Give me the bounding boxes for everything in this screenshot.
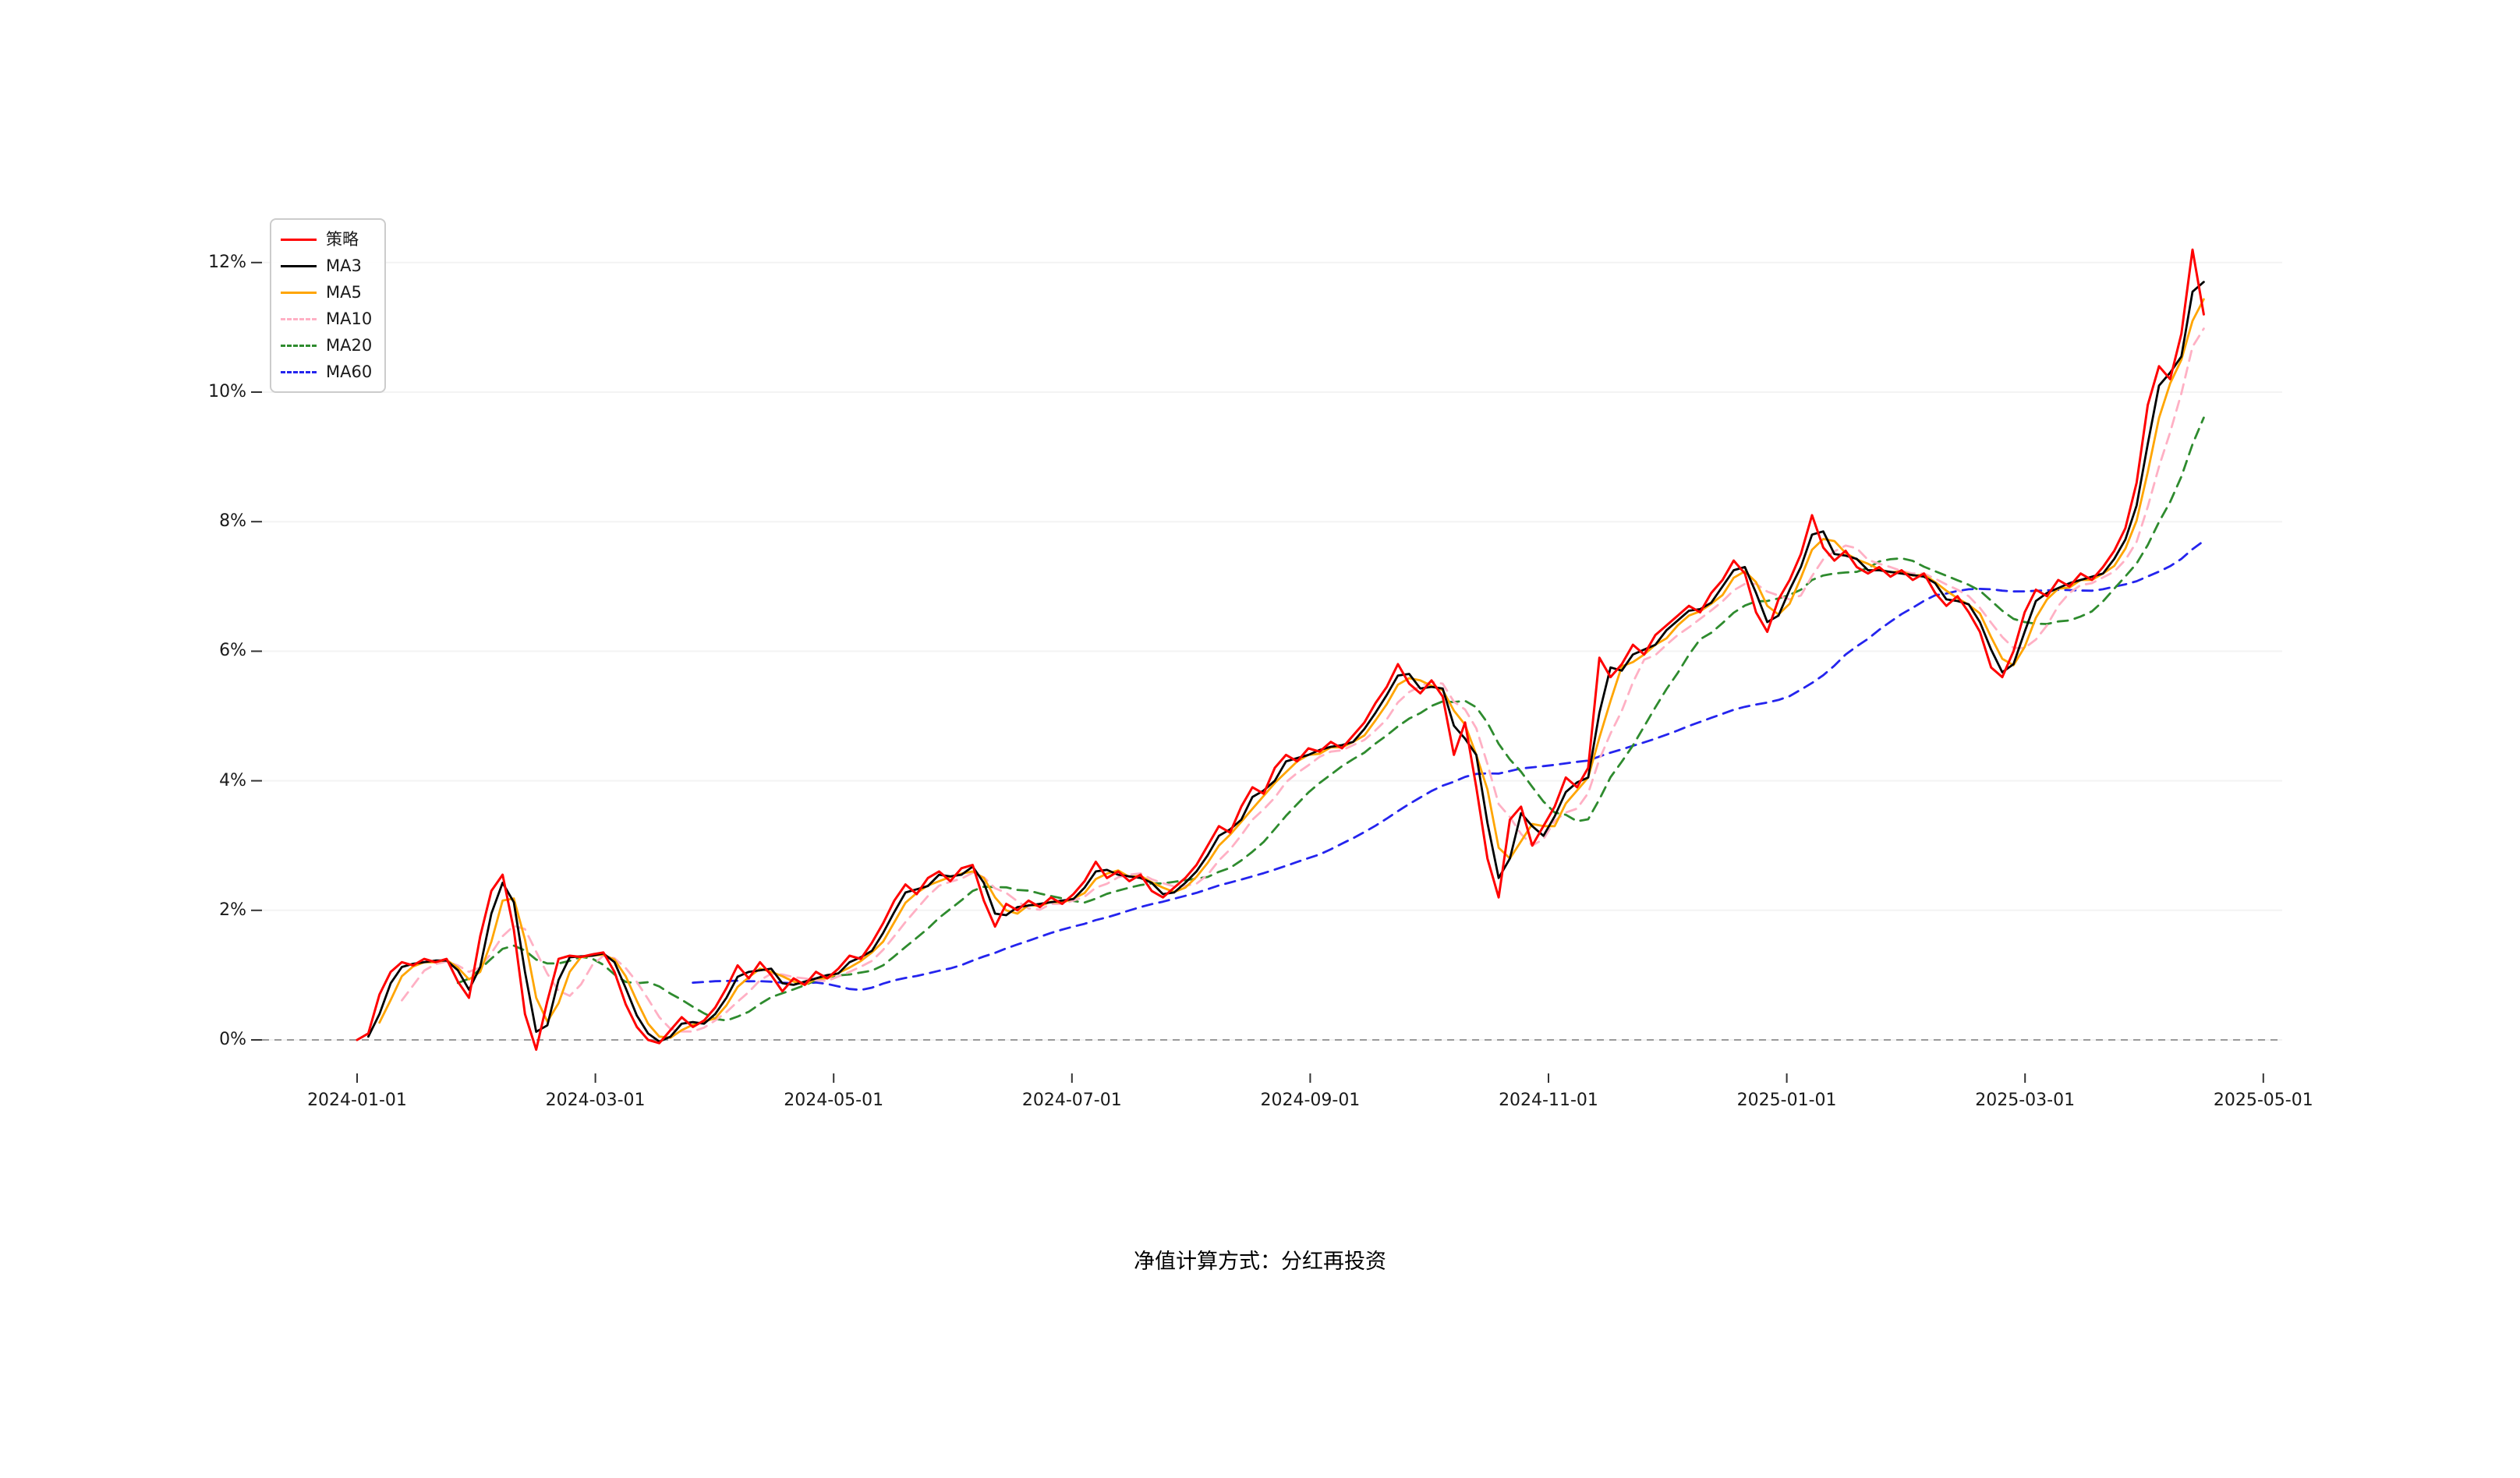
legend-item-strategy: 策略 xyxy=(281,228,372,251)
series-line-ma3 xyxy=(367,281,2205,1043)
legend-item-ma3: MA3 xyxy=(281,254,372,278)
x-axis-tick-label: 2025-03-01 xyxy=(1975,1091,2076,1110)
legend-item-ma60: MA60 xyxy=(281,360,372,384)
series-line-ma5 xyxy=(378,298,2205,1039)
y-axis-tick-label: 6% xyxy=(219,641,246,661)
legend-item-ma5: MA5 xyxy=(281,281,372,304)
legend-label-ma60: MA60 xyxy=(326,362,373,381)
chart-caption: 净值计算方式：分红再投资 xyxy=(1134,1250,1386,1274)
legend-line-sample-strategy xyxy=(281,238,317,241)
legend-line-sample-ma60 xyxy=(281,370,317,373)
x-axis-tick-label: 2025-05-01 xyxy=(2213,1091,2313,1110)
y-axis-tick-label: 10% xyxy=(208,382,246,401)
legend-label-strategy: 策略 xyxy=(326,230,359,249)
x-axis-tick-label: 2024-09-01 xyxy=(1260,1091,1361,1110)
legend-label-ma3: MA3 xyxy=(326,256,362,275)
legend-item-ma10: MA10 xyxy=(281,307,372,331)
legend-item-ma20: MA20 xyxy=(281,334,372,357)
x-axis-tick-label: 2024-11-01 xyxy=(1499,1091,1598,1110)
chart-legend: 策略 MA3 MA5 MA10 MA20 MA60 xyxy=(270,218,387,393)
y-axis-tick-label: 12% xyxy=(208,252,246,272)
y-axis-tick-label: 0% xyxy=(219,1030,246,1049)
x-axis-tick-label: 2025-01-01 xyxy=(1736,1091,1837,1110)
y-axis-tick-label: 8% xyxy=(219,511,246,532)
legend-line-sample-ma20 xyxy=(281,344,317,347)
legend-line-sample-ma5 xyxy=(281,291,317,294)
series-line-strategy xyxy=(356,248,2205,1051)
legend-line-sample-ma3 xyxy=(281,264,317,267)
x-axis-tick-label: 2024-07-01 xyxy=(1021,1091,1122,1110)
series-line-ma20 xyxy=(456,416,2205,1022)
legend-line-sample-ma10 xyxy=(281,317,317,320)
legend-label-ma10: MA10 xyxy=(326,309,373,328)
y-axis-tick-label: 4% xyxy=(219,770,246,790)
series-line-ma60 xyxy=(692,539,2205,992)
x-axis-tick-label: 2024-05-01 xyxy=(784,1091,884,1110)
legend-label-ma5: MA5 xyxy=(326,283,362,302)
y-axis-tick-label: 2% xyxy=(219,900,246,920)
x-axis-tick-label: 2024-01-01 xyxy=(307,1091,407,1110)
x-axis-tick-label: 2024-03-01 xyxy=(545,1091,646,1110)
series-line-ma10 xyxy=(401,327,2205,1033)
legend-label-ma20: MA20 xyxy=(326,336,373,355)
